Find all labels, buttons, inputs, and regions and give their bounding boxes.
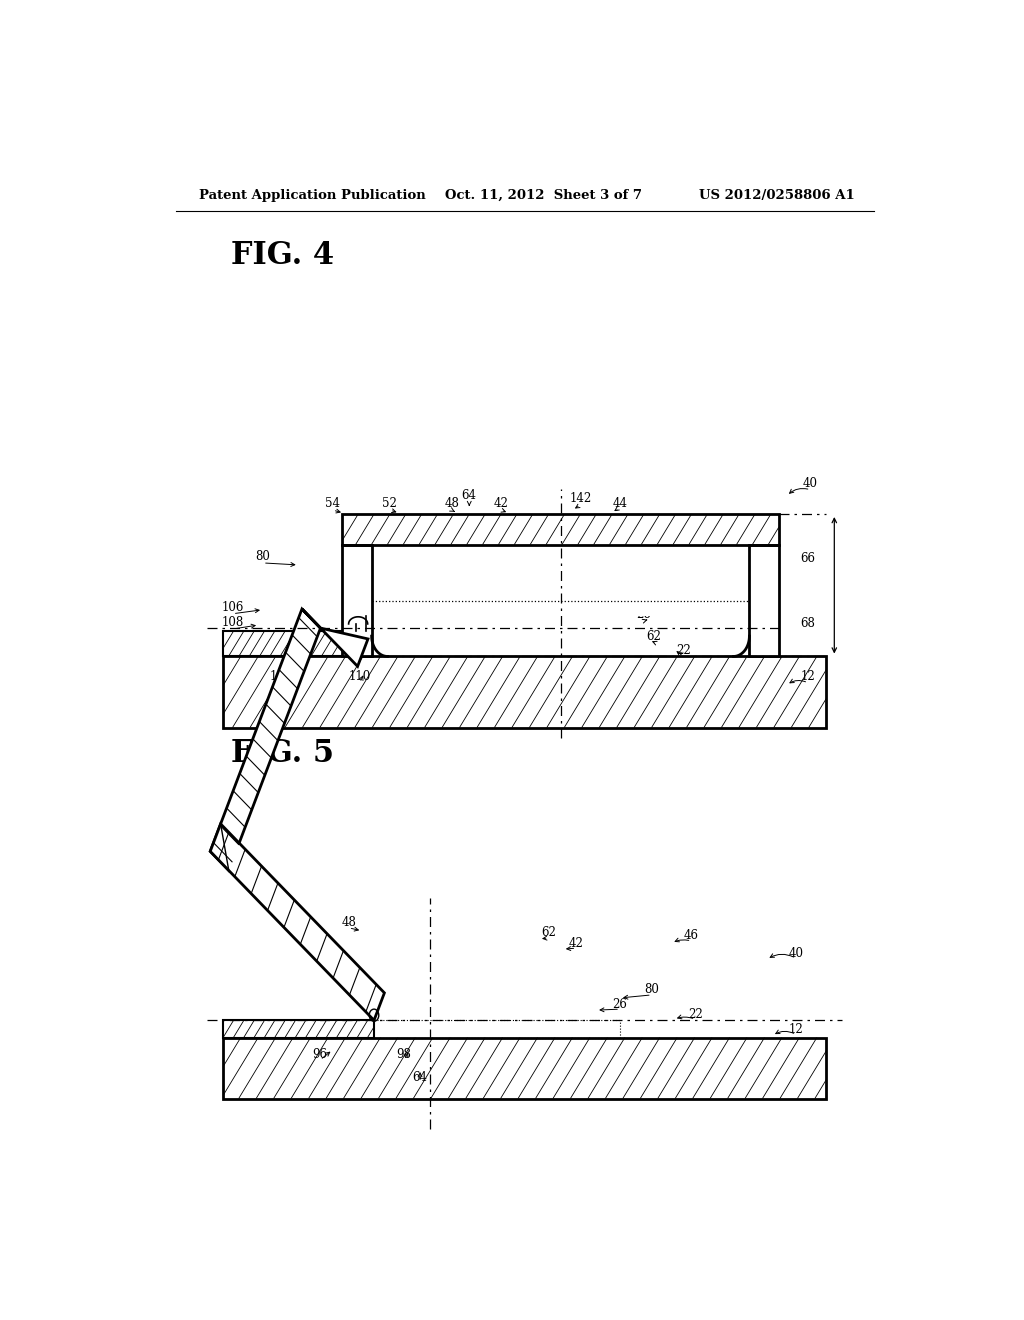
Text: 98: 98 bbox=[396, 1048, 412, 1061]
Bar bbox=[342, 513, 778, 545]
Bar bbox=[223, 1038, 826, 1098]
Text: 40: 40 bbox=[788, 946, 804, 960]
Text: 22: 22 bbox=[676, 644, 691, 657]
Text: 26: 26 bbox=[612, 998, 628, 1011]
Bar bbox=[223, 656, 826, 727]
Bar bbox=[342, 545, 372, 656]
Text: US 2012/0258806 A1: US 2012/0258806 A1 bbox=[699, 189, 855, 202]
Text: 96: 96 bbox=[355, 606, 371, 619]
Text: 12: 12 bbox=[801, 671, 815, 684]
Text: Oct. 11, 2012  Sheet 3 of 7: Oct. 11, 2012 Sheet 3 of 7 bbox=[445, 189, 642, 202]
Text: 80: 80 bbox=[255, 550, 270, 564]
Text: 54: 54 bbox=[326, 498, 340, 511]
Text: 62: 62 bbox=[647, 630, 662, 643]
Text: Patent Application Publication: Patent Application Publication bbox=[200, 189, 426, 202]
Text: 26: 26 bbox=[636, 609, 651, 622]
Text: FIG. 5: FIG. 5 bbox=[231, 738, 334, 768]
Text: 110: 110 bbox=[348, 671, 371, 684]
Text: 22: 22 bbox=[688, 1007, 702, 1020]
Text: 112: 112 bbox=[270, 671, 292, 684]
Text: 56: 56 bbox=[358, 558, 374, 572]
Bar bbox=[223, 656, 826, 727]
Polygon shape bbox=[210, 609, 321, 870]
Text: 64: 64 bbox=[462, 490, 477, 503]
Bar bbox=[223, 1020, 374, 1038]
Text: 42: 42 bbox=[569, 937, 584, 949]
Polygon shape bbox=[210, 824, 384, 1020]
Text: 62: 62 bbox=[541, 927, 556, 940]
Text: 46: 46 bbox=[684, 929, 699, 942]
Text: FIG. 4: FIG. 4 bbox=[231, 240, 334, 271]
Text: 48: 48 bbox=[341, 916, 356, 929]
Text: 80: 80 bbox=[644, 983, 659, 997]
Bar bbox=[750, 545, 778, 656]
Bar bbox=[223, 631, 362, 656]
Text: 40: 40 bbox=[803, 477, 818, 490]
Text: 96: 96 bbox=[312, 1048, 328, 1061]
Text: 68: 68 bbox=[801, 618, 815, 631]
Text: 142: 142 bbox=[569, 492, 592, 506]
Bar bbox=[223, 631, 362, 656]
Bar bbox=[342, 513, 778, 545]
Text: 48: 48 bbox=[444, 498, 459, 511]
Text: 108: 108 bbox=[221, 616, 244, 630]
Text: 44: 44 bbox=[612, 498, 628, 511]
Text: 12: 12 bbox=[788, 1023, 804, 1036]
Bar bbox=[223, 1038, 826, 1098]
Text: 70: 70 bbox=[633, 558, 647, 572]
Text: 52: 52 bbox=[382, 498, 397, 511]
Bar bbox=[372, 545, 750, 615]
Text: 66: 66 bbox=[801, 552, 815, 565]
Text: 64: 64 bbox=[413, 1071, 428, 1084]
Polygon shape bbox=[302, 609, 368, 667]
Bar bbox=[223, 1020, 374, 1038]
Text: 42: 42 bbox=[494, 498, 509, 511]
Text: 106: 106 bbox=[221, 601, 244, 614]
